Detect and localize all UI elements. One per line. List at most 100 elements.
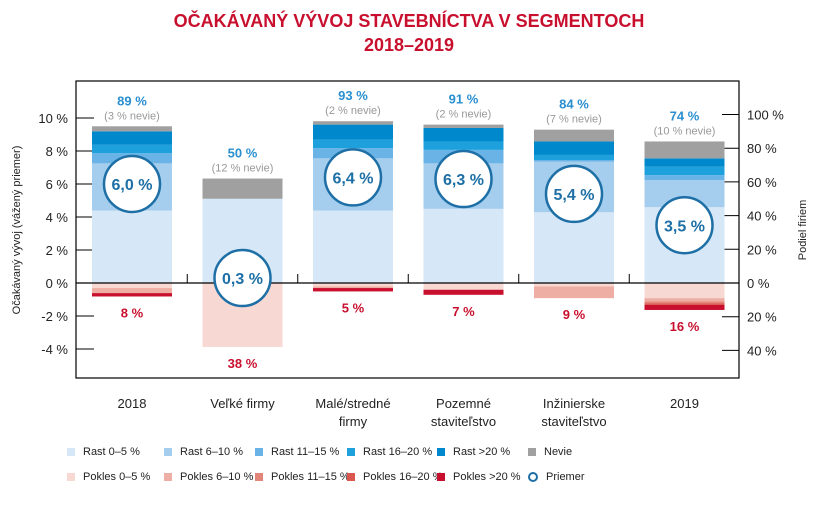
y-tick-label: 10 % (38, 111, 68, 126)
bar-segment (423, 208, 504, 283)
average-label: 6,4 % (333, 170, 374, 187)
legend-item: Rast 11–15 % (255, 446, 339, 458)
average-label: 3,5 % (664, 218, 705, 235)
average-marker (102, 154, 162, 214)
nevie-label: (2 % nevie) (436, 109, 492, 121)
legend-swatch (67, 473, 75, 481)
plot-frame (75, 80, 740, 379)
bar-segment (202, 178, 283, 199)
y2-axis-label: Podiel firiem (797, 200, 809, 261)
y2-tick-label: 40 % (747, 343, 777, 358)
legend-item: Pokles 6–10 % (164, 471, 253, 483)
bar-segment (313, 139, 393, 149)
legend-swatch (255, 448, 263, 456)
category-label: firmy (339, 414, 368, 429)
y-tick-label: 6 % (46, 177, 69, 192)
bar-segment (92, 210, 172, 283)
average-label: 6,0 % (112, 177, 153, 194)
category-label: Inžinierske (543, 396, 605, 411)
legend-item: Rast 16–20 % (347, 446, 432, 458)
growth-total-label: 89 % (117, 93, 147, 108)
bar-segment (423, 127, 504, 142)
legend-item: Rast >20 % (437, 446, 510, 458)
legend-label: Rast >20 % (453, 446, 511, 458)
y-tick-label: -2 % (41, 309, 68, 324)
y2-tick-label: 40 % (747, 209, 777, 224)
legend-label: Nevie (544, 446, 573, 458)
legend-swatch (164, 448, 172, 456)
average-label: 0,3 % (222, 271, 263, 288)
legend-label: Priemer (546, 471, 585, 483)
y2-tick-label: 20 % (747, 310, 777, 325)
legend-label: Rast 11–15 % (271, 446, 340, 458)
legend-swatch (437, 473, 445, 481)
y-tick-label: 4 % (46, 210, 69, 225)
bar-segment (534, 129, 614, 142)
bar-segment (644, 141, 725, 159)
bar-segment (644, 301, 725, 304)
bar-segment (644, 158, 725, 167)
bar-segment (423, 283, 504, 290)
category-label: staviteľstvo (541, 414, 606, 429)
category-label: staviteľstvo (431, 414, 496, 429)
legend-item: Pokles >20 % (437, 471, 521, 483)
bar-segment (644, 175, 725, 181)
legend-label: Rast 6–10 % (180, 446, 243, 458)
growth-total-label: 84 % (559, 97, 589, 112)
legend-label: Pokles 16–20 % (363, 471, 443, 483)
legend-item: Rast 6–10 % (164, 446, 243, 458)
decline-total-label: 7 % (452, 304, 475, 319)
bar-segment (644, 166, 725, 176)
y-tick-label: -4 % (41, 342, 68, 357)
bar-segment (534, 283, 614, 287)
bar-segment (644, 303, 725, 305)
category-label: Veľké firmy (210, 396, 275, 411)
legend-item: Pokles 11–15 % (255, 471, 350, 483)
y-tick-label: 0 % (46, 276, 69, 291)
y2-tick-label: 20 % (747, 242, 777, 257)
legend-swatch (67, 448, 75, 456)
legend-swatch (437, 448, 445, 456)
bar-segment (313, 124, 393, 140)
bar-segment (313, 288, 393, 292)
legend-label: Pokles 6–10 % (180, 471, 254, 483)
y2-tick-label: 80 % (747, 141, 777, 156)
y-tick-label: 2 % (46, 243, 69, 258)
average-marker (655, 196, 714, 255)
average-label: 6,3 % (443, 172, 484, 189)
bar-segment (92, 283, 172, 289)
bar-segment (644, 304, 725, 310)
bar-segment (313, 283, 393, 287)
category-label: 2018 (118, 396, 147, 411)
growth-total-label: 74 % (670, 108, 700, 123)
bar-segment (644, 298, 725, 302)
bar-segment (423, 289, 504, 295)
legend-label: Pokles >20 % (453, 471, 521, 483)
bar-segment (644, 283, 725, 299)
decline-total-label: 9 % (563, 307, 586, 322)
growth-total-label: 50 % (228, 146, 258, 161)
chart-title-line1: OČAKÁVANÝ VÝVOJ STAVEBNÍCTVA V SEGMENTOC… (173, 11, 645, 31)
legend-label: Rast 0–5 % (83, 446, 140, 458)
chart-title-line2: 2018–2019 (363, 35, 455, 55)
bar-segment (92, 144, 172, 154)
category-label: 2019 (670, 396, 699, 411)
bar-segment (313, 210, 393, 283)
y-axis-label: Očakávaný vývoj (vážený priemer) (11, 146, 23, 315)
y2-tick-label: 0 % (747, 276, 770, 291)
nevie-label: (3 % nevie) (104, 110, 160, 122)
legend-label: Pokles 0–5 % (83, 471, 151, 483)
legend-item: Nevie (528, 446, 572, 458)
legend-swatch (528, 448, 536, 456)
bar-segment (92, 293, 172, 297)
growth-total-label: 93 % (338, 88, 368, 103)
bar-segment (423, 124, 504, 128)
bar-segment (92, 126, 172, 132)
bar-segment (92, 131, 172, 145)
average-marker (434, 149, 493, 209)
bar-segment (92, 288, 172, 294)
legend-label: Pokles 11–15 % (271, 471, 350, 483)
legend-item: Priemer (528, 471, 585, 483)
legend-item: Pokles 0–5 % (67, 471, 150, 483)
